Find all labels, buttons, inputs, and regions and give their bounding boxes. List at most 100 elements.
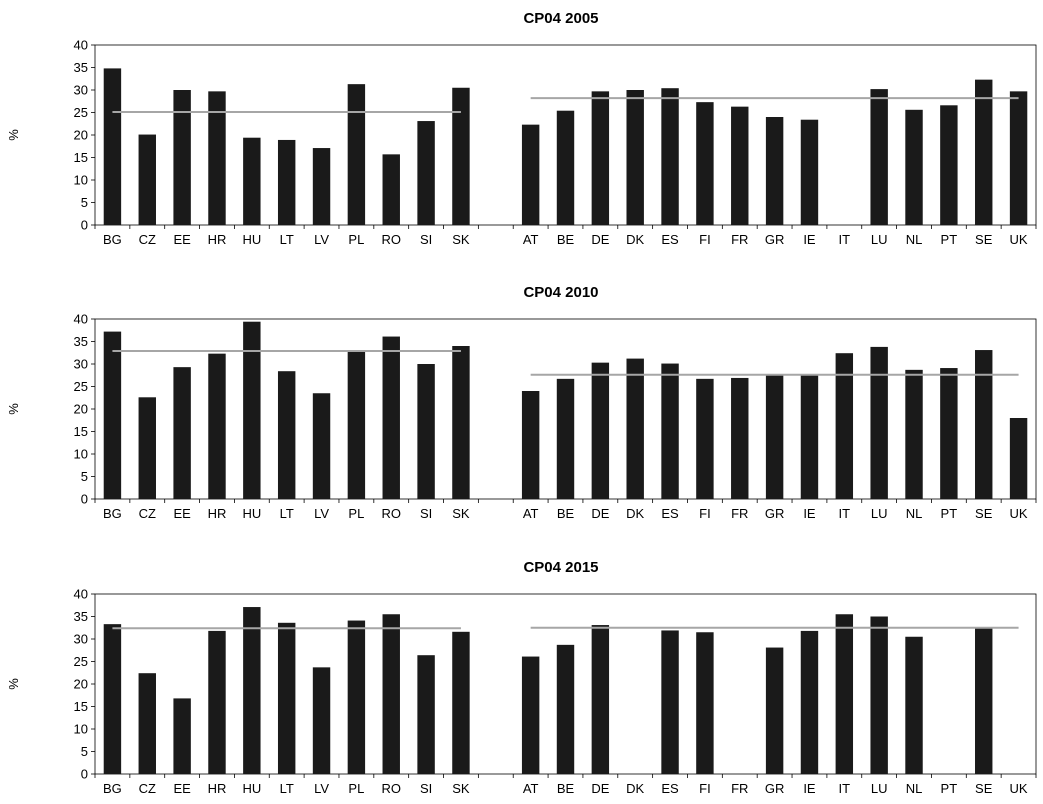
x-tick-label: SI (420, 781, 432, 796)
bar-de (591, 625, 610, 774)
x-tick-label: HR (208, 232, 227, 247)
y-axis-label: % (6, 129, 21, 141)
bar-chart-2: CP04 2010% 0 5 10 15 20 25 30 35 40 BG CZ EE HR HU LT LV… (6, 284, 1037, 521)
x-tick-label: GR (765, 232, 785, 247)
bar-lt (277, 139, 296, 225)
bar-fr (731, 377, 749, 499)
bar-lv (312, 667, 331, 774)
x-tick-label: HU (242, 506, 261, 521)
bar-ie (800, 630, 819, 774)
bar-pl (347, 84, 366, 226)
y-tick-label: 40 (74, 38, 88, 53)
bar-nl (905, 369, 923, 499)
bar-lu (870, 346, 888, 499)
bar-lu (870, 616, 888, 774)
x-tick-label: FR (731, 506, 748, 521)
y-tick-label: 5 (81, 744, 88, 759)
x-tick-label: LT (280, 506, 294, 521)
x-tick-label: PT (941, 506, 958, 521)
x-tick-label: IT (839, 506, 851, 521)
y-tick-label: 5 (81, 195, 88, 210)
bar-hr (208, 91, 226, 225)
x-tick-label: ES (661, 506, 679, 521)
x-tick-label: HU (242, 781, 261, 796)
x-tick-label: UK (1010, 781, 1028, 796)
bar-hr (208, 353, 226, 499)
x-tick-label: BE (557, 781, 575, 796)
bar-hu (243, 137, 261, 225)
bar-lt (277, 622, 296, 774)
x-tick-label: FR (731, 781, 748, 796)
y-tick-label: 0 (81, 492, 88, 507)
x-tick-label: RO (381, 506, 401, 521)
bar-lv (312, 148, 331, 225)
x-tick-label: ES (661, 781, 679, 796)
x-tick-label: GR (765, 506, 785, 521)
bar-ie (800, 375, 819, 499)
bar-cz (138, 397, 156, 499)
y-tick-label: 15 (74, 424, 88, 439)
x-tick-label: LV (314, 781, 329, 796)
bar-sk (452, 87, 470, 225)
bar-at (521, 391, 540, 499)
x-tick-label: GR (765, 781, 785, 796)
bar-dk (626, 358, 644, 499)
x-tick-label: DE (591, 781, 609, 796)
bar-sk (452, 346, 470, 499)
x-tick-label: PL (348, 232, 364, 247)
y-tick-label: 35 (74, 609, 88, 624)
bar-cz (138, 673, 156, 774)
bar-be (556, 110, 575, 225)
x-tick-label: FI (699, 232, 711, 247)
x-tick-label: SK (452, 506, 470, 521)
x-tick-label: LU (871, 506, 888, 521)
x-tick-label: CZ (139, 781, 156, 796)
bar-se (975, 350, 993, 499)
bar-ee (173, 367, 191, 499)
x-tick-label: LT (280, 232, 294, 247)
bar-lv (312, 393, 331, 499)
bar-sk (452, 631, 470, 774)
bar-lt (277, 371, 296, 499)
bar-dk (626, 90, 644, 225)
x-tick-label: LV (314, 506, 329, 521)
x-tick-label: IE (803, 781, 816, 796)
bar-ee (173, 698, 191, 774)
bar-bg (103, 331, 122, 499)
x-tick-label: BG (103, 232, 122, 247)
x-tick-label: RO (381, 781, 401, 796)
x-tick-label: DE (591, 232, 609, 247)
bar-si (417, 121, 435, 225)
x-tick-label: EE (173, 506, 191, 521)
y-tick-label: 10 (74, 447, 88, 462)
x-tick-label: NL (906, 506, 923, 521)
x-tick-label: PT (941, 232, 958, 247)
x-tick-label: HR (208, 781, 227, 796)
y-tick-label: 35 (74, 334, 88, 349)
y-tick-label: 10 (74, 722, 88, 737)
bar-cz (138, 134, 156, 225)
x-tick-label: IE (803, 232, 816, 247)
chart-title: CP04 2005 (523, 10, 598, 27)
x-tick-label: UK (1010, 506, 1028, 521)
x-tick-label: DK (626, 506, 644, 521)
bar-si (417, 655, 435, 774)
x-tick-label: SE (975, 232, 993, 247)
x-tick-label: DE (591, 506, 609, 521)
y-tick-label: 25 (74, 654, 88, 669)
bar-es (661, 88, 679, 225)
y-tick-label: 25 (74, 105, 88, 120)
x-tick-label: BG (103, 506, 122, 521)
bar-be (556, 644, 575, 774)
y-tick-label: 20 (74, 677, 88, 692)
y-tick-label: 30 (74, 357, 88, 372)
x-tick-label: EE (173, 781, 191, 796)
bar-hr (208, 630, 226, 774)
y-tick-label: 35 (74, 60, 88, 75)
y-tick-label: 20 (74, 402, 88, 417)
y-tick-label: 25 (74, 379, 88, 394)
y-tick-label: 20 (74, 128, 88, 143)
x-tick-label: LV (314, 232, 329, 247)
x-tick-label: AT (523, 781, 539, 796)
